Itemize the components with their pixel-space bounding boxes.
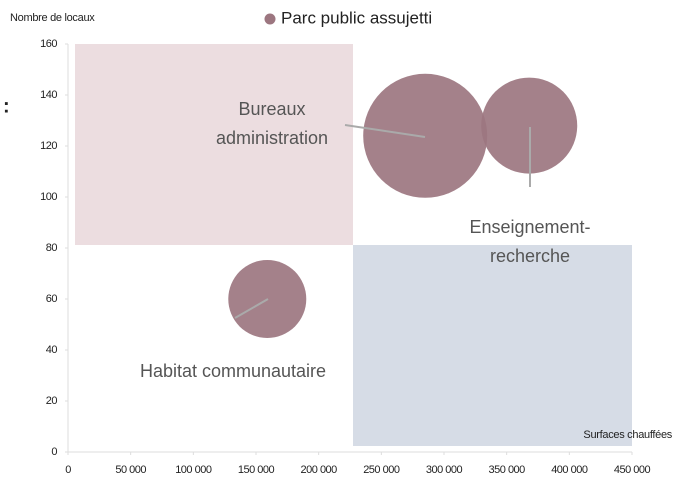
x-tick-label: 150 000: [238, 464, 275, 476]
y-tick-label: 100: [40, 191, 57, 203]
side-mark: :: [3, 95, 10, 117]
bubble-label: Bureaux: [238, 99, 305, 119]
legend-marker: [264, 13, 276, 25]
y-tick-label: 120: [40, 140, 57, 152]
y-tick-label: 20: [46, 395, 58, 407]
y-tick-label: 0: [51, 446, 57, 458]
leader-line: [344, 124, 426, 138]
quadrant-shade: [75, 44, 353, 245]
bubble: [481, 77, 578, 174]
y-tick-label: 40: [46, 344, 58, 356]
x-tick-label: 300 000: [426, 464, 463, 476]
x-tick-label: 250 000: [363, 464, 400, 476]
leader-line: [234, 298, 269, 319]
y-tick-label: 140: [40, 89, 57, 101]
y-tick-label: 80: [46, 242, 58, 254]
x-tick-label: 400 000: [551, 464, 588, 476]
bubble-label: Enseignement-: [469, 217, 590, 237]
y-tick-label: 60: [46, 293, 58, 305]
x-axis-title: Surfaces chauffées: [583, 429, 672, 441]
bubble: [363, 73, 488, 198]
bubble-label: administration: [216, 128, 328, 148]
x-tick-label: 50 000: [115, 464, 146, 476]
x-tick-label: 100 000: [175, 464, 212, 476]
legend-label: Parc public assujetti: [281, 8, 432, 27]
x-tick-label: 450 000: [614, 464, 651, 476]
x-tick-label: 350 000: [489, 464, 526, 476]
quadrant-shade: [353, 245, 632, 446]
bubble-label: Habitat communautaire: [140, 361, 326, 381]
y-tick-label: 160: [40, 38, 57, 50]
y-axis-title: Nombre de locaux: [10, 12, 95, 24]
x-tick-label: 200 000: [301, 464, 338, 476]
x-tick-label: 0: [65, 464, 71, 476]
bubble-label: recherche: [490, 246, 570, 266]
